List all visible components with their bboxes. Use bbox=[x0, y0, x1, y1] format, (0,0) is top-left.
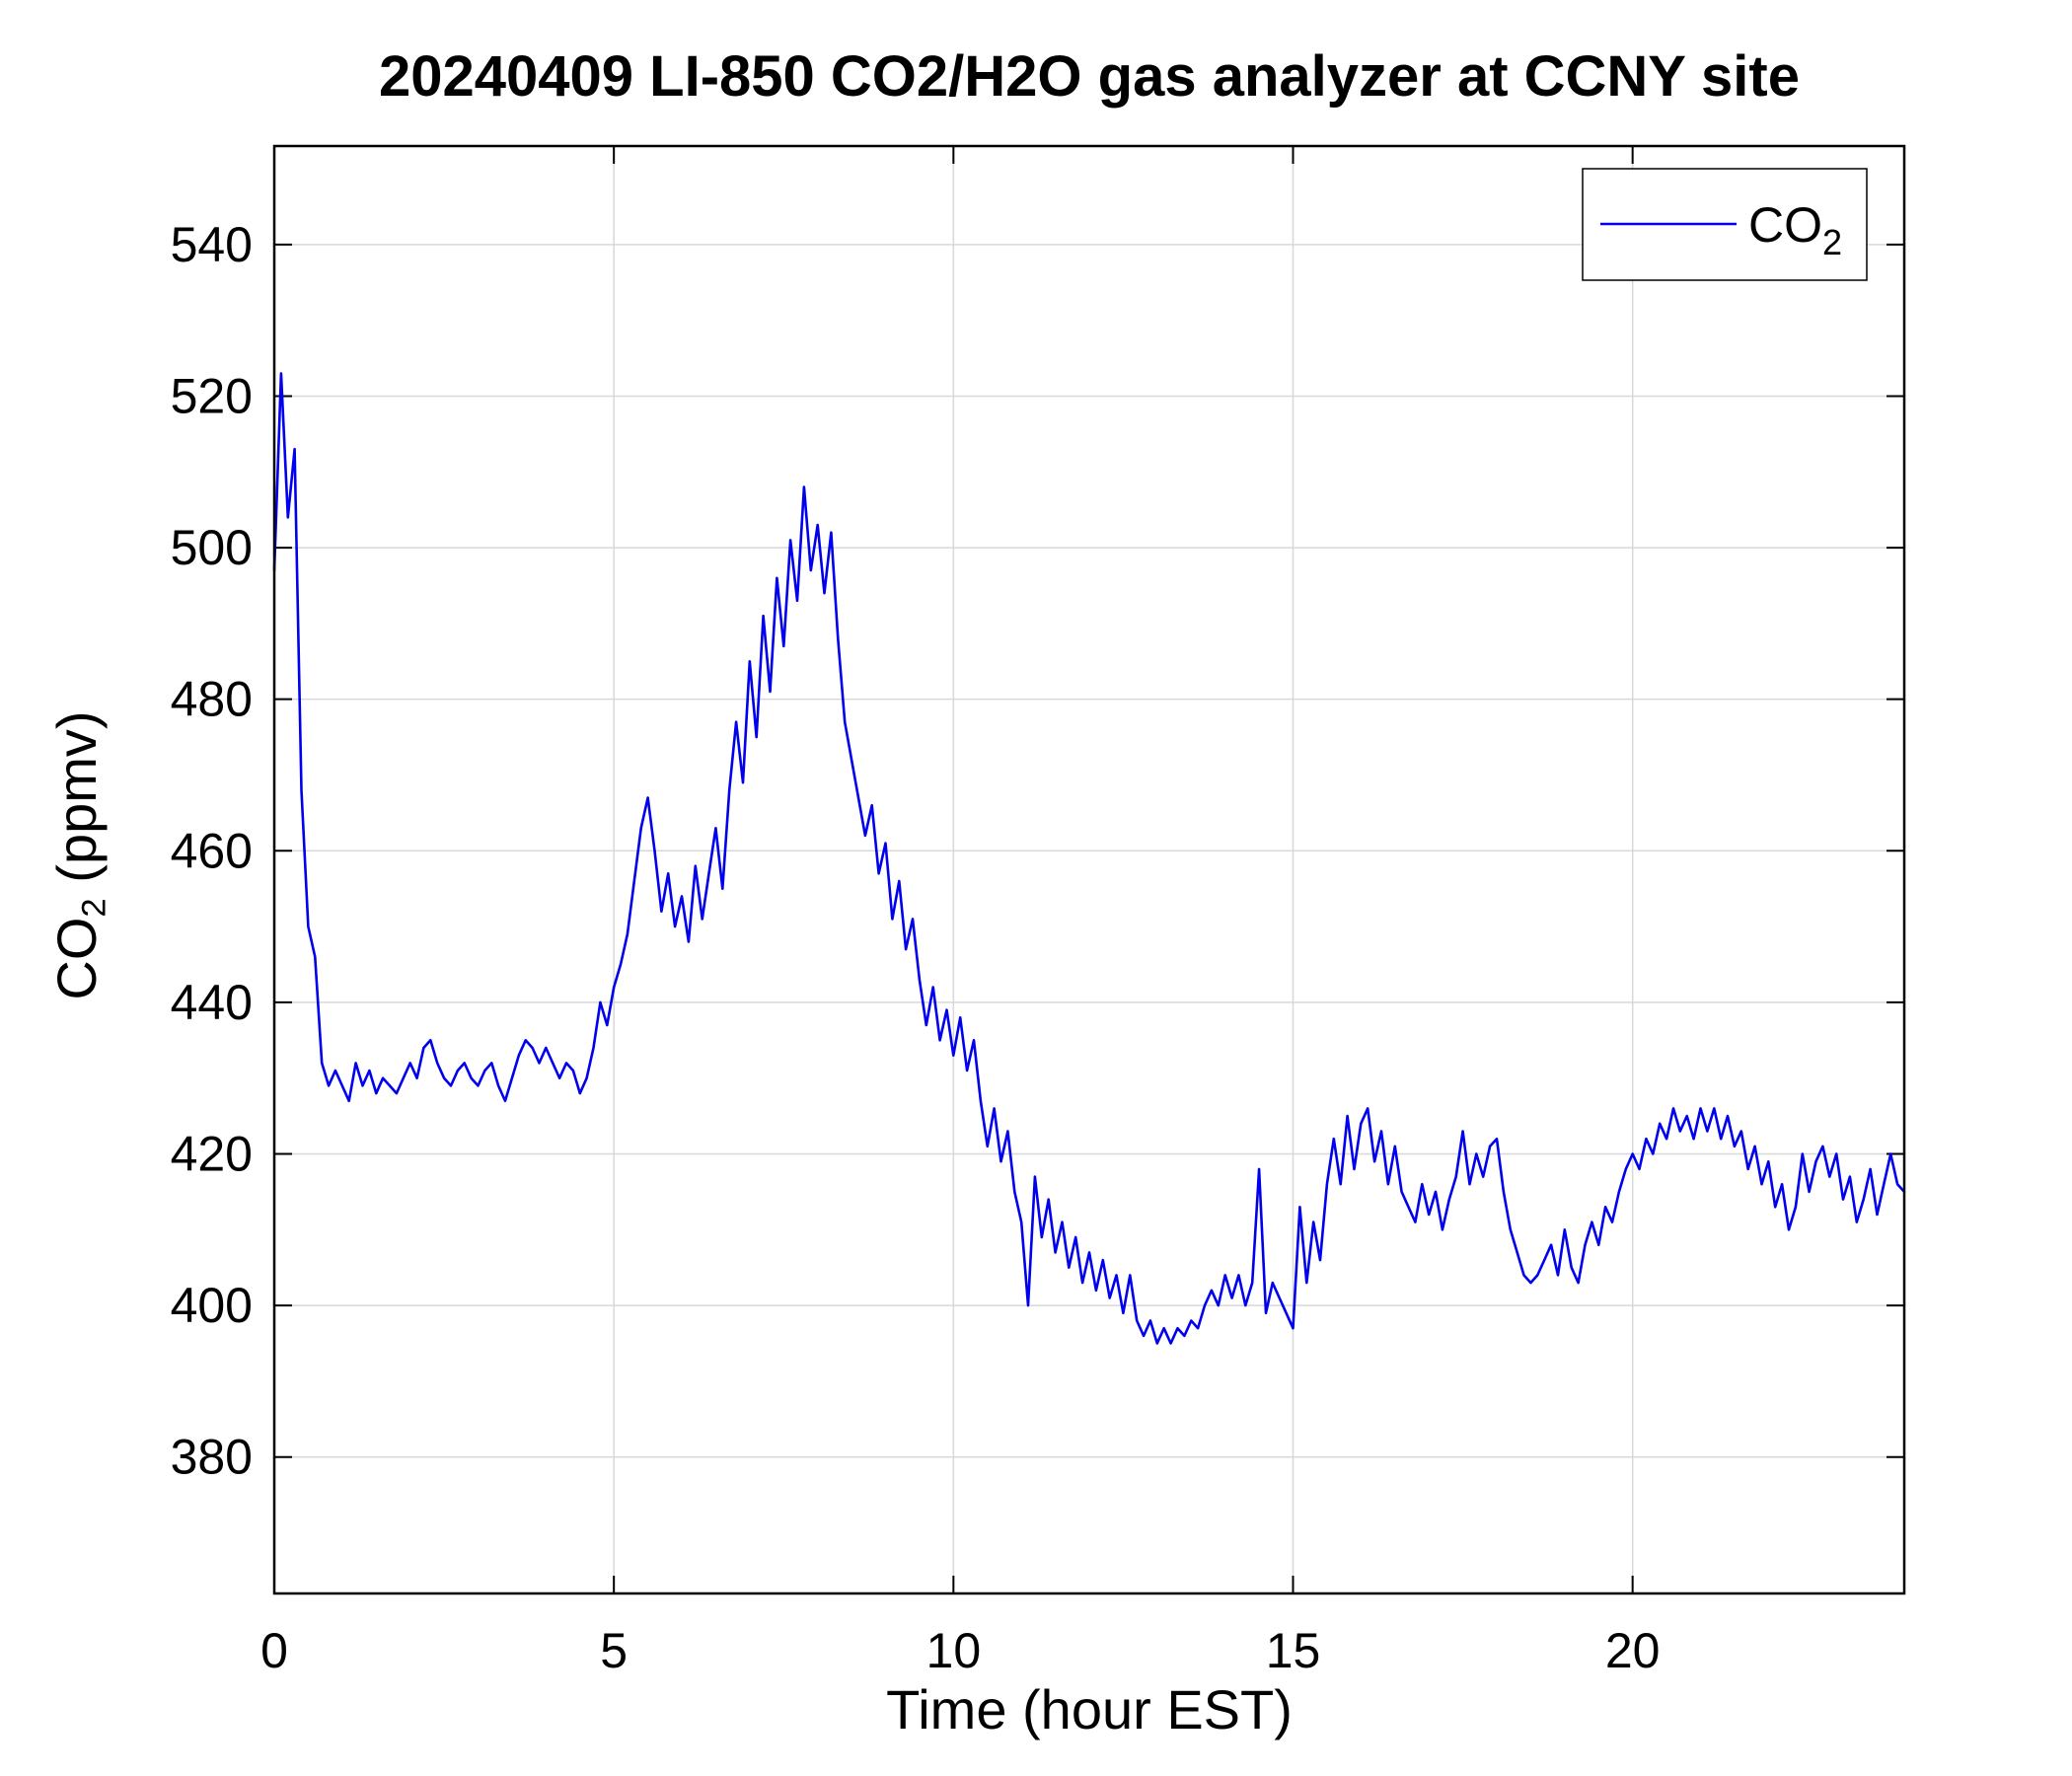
y-tick-label: 480 bbox=[171, 672, 253, 727]
y-tick-label: 440 bbox=[171, 975, 253, 1030]
plot-border bbox=[272, 144, 1906, 1595]
x-tick-label: 5 bbox=[600, 1623, 628, 1678]
y-tick-label: 400 bbox=[171, 1278, 253, 1333]
x-axis-label: Time (hour EST) bbox=[886, 1678, 1293, 1740]
legend: CO2 bbox=[1582, 168, 1868, 281]
x-tick-label: 0 bbox=[260, 1623, 288, 1678]
x-tick-labels: 0 5 10 15 20 bbox=[260, 1623, 1660, 1678]
x-tick-label: 20 bbox=[1605, 1623, 1661, 1678]
co2-series-line bbox=[272, 372, 1906, 1345]
legend-label: CO2 bbox=[1748, 197, 1842, 262]
x-tick-label: 10 bbox=[926, 1623, 982, 1678]
x-tick-label: 15 bbox=[1266, 1623, 1321, 1678]
chart-title: 20240409 LI-850 CO2/H2O gas analyzer at … bbox=[378, 44, 1800, 109]
y-tick-label: 520 bbox=[171, 368, 253, 423]
y-tick-label: 500 bbox=[171, 520, 253, 575]
axis-ticks bbox=[273, 146, 1904, 1593]
y-tick-label: 380 bbox=[171, 1430, 253, 1485]
y-tick-label: 460 bbox=[171, 823, 253, 878]
y-tick-label: 540 bbox=[171, 217, 253, 272]
grid-lines bbox=[273, 146, 1904, 1593]
y-tick-labels: 380 400 420 440 460 480 500 520 540 bbox=[171, 217, 253, 1485]
y-tick-label: 420 bbox=[171, 1127, 253, 1182]
